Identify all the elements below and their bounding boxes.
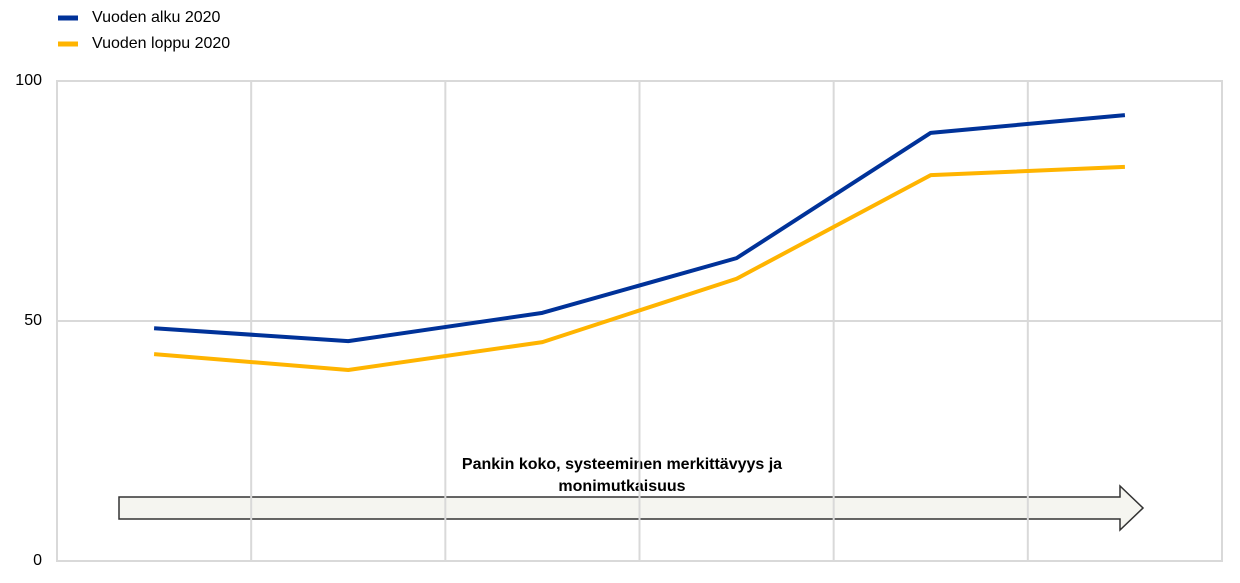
arrow (118, 484, 1145, 532)
plot-border (56, 80, 1223, 562)
legend-label: Vuoden loppu 2020 (92, 35, 230, 52)
y-tick-label: 0 (33, 552, 42, 569)
y-tick-label: 50 (24, 312, 42, 329)
line (153, 164, 1126, 372)
annotation: Pankin koko, systeeminen merkittävyys ja (462, 456, 782, 473)
annotation: monimutkaisuus (558, 478, 685, 495)
legend-label: Vuoden alku 2020 (92, 9, 221, 26)
y-tick-label: 100 (15, 72, 42, 89)
line (153, 113, 1126, 344)
